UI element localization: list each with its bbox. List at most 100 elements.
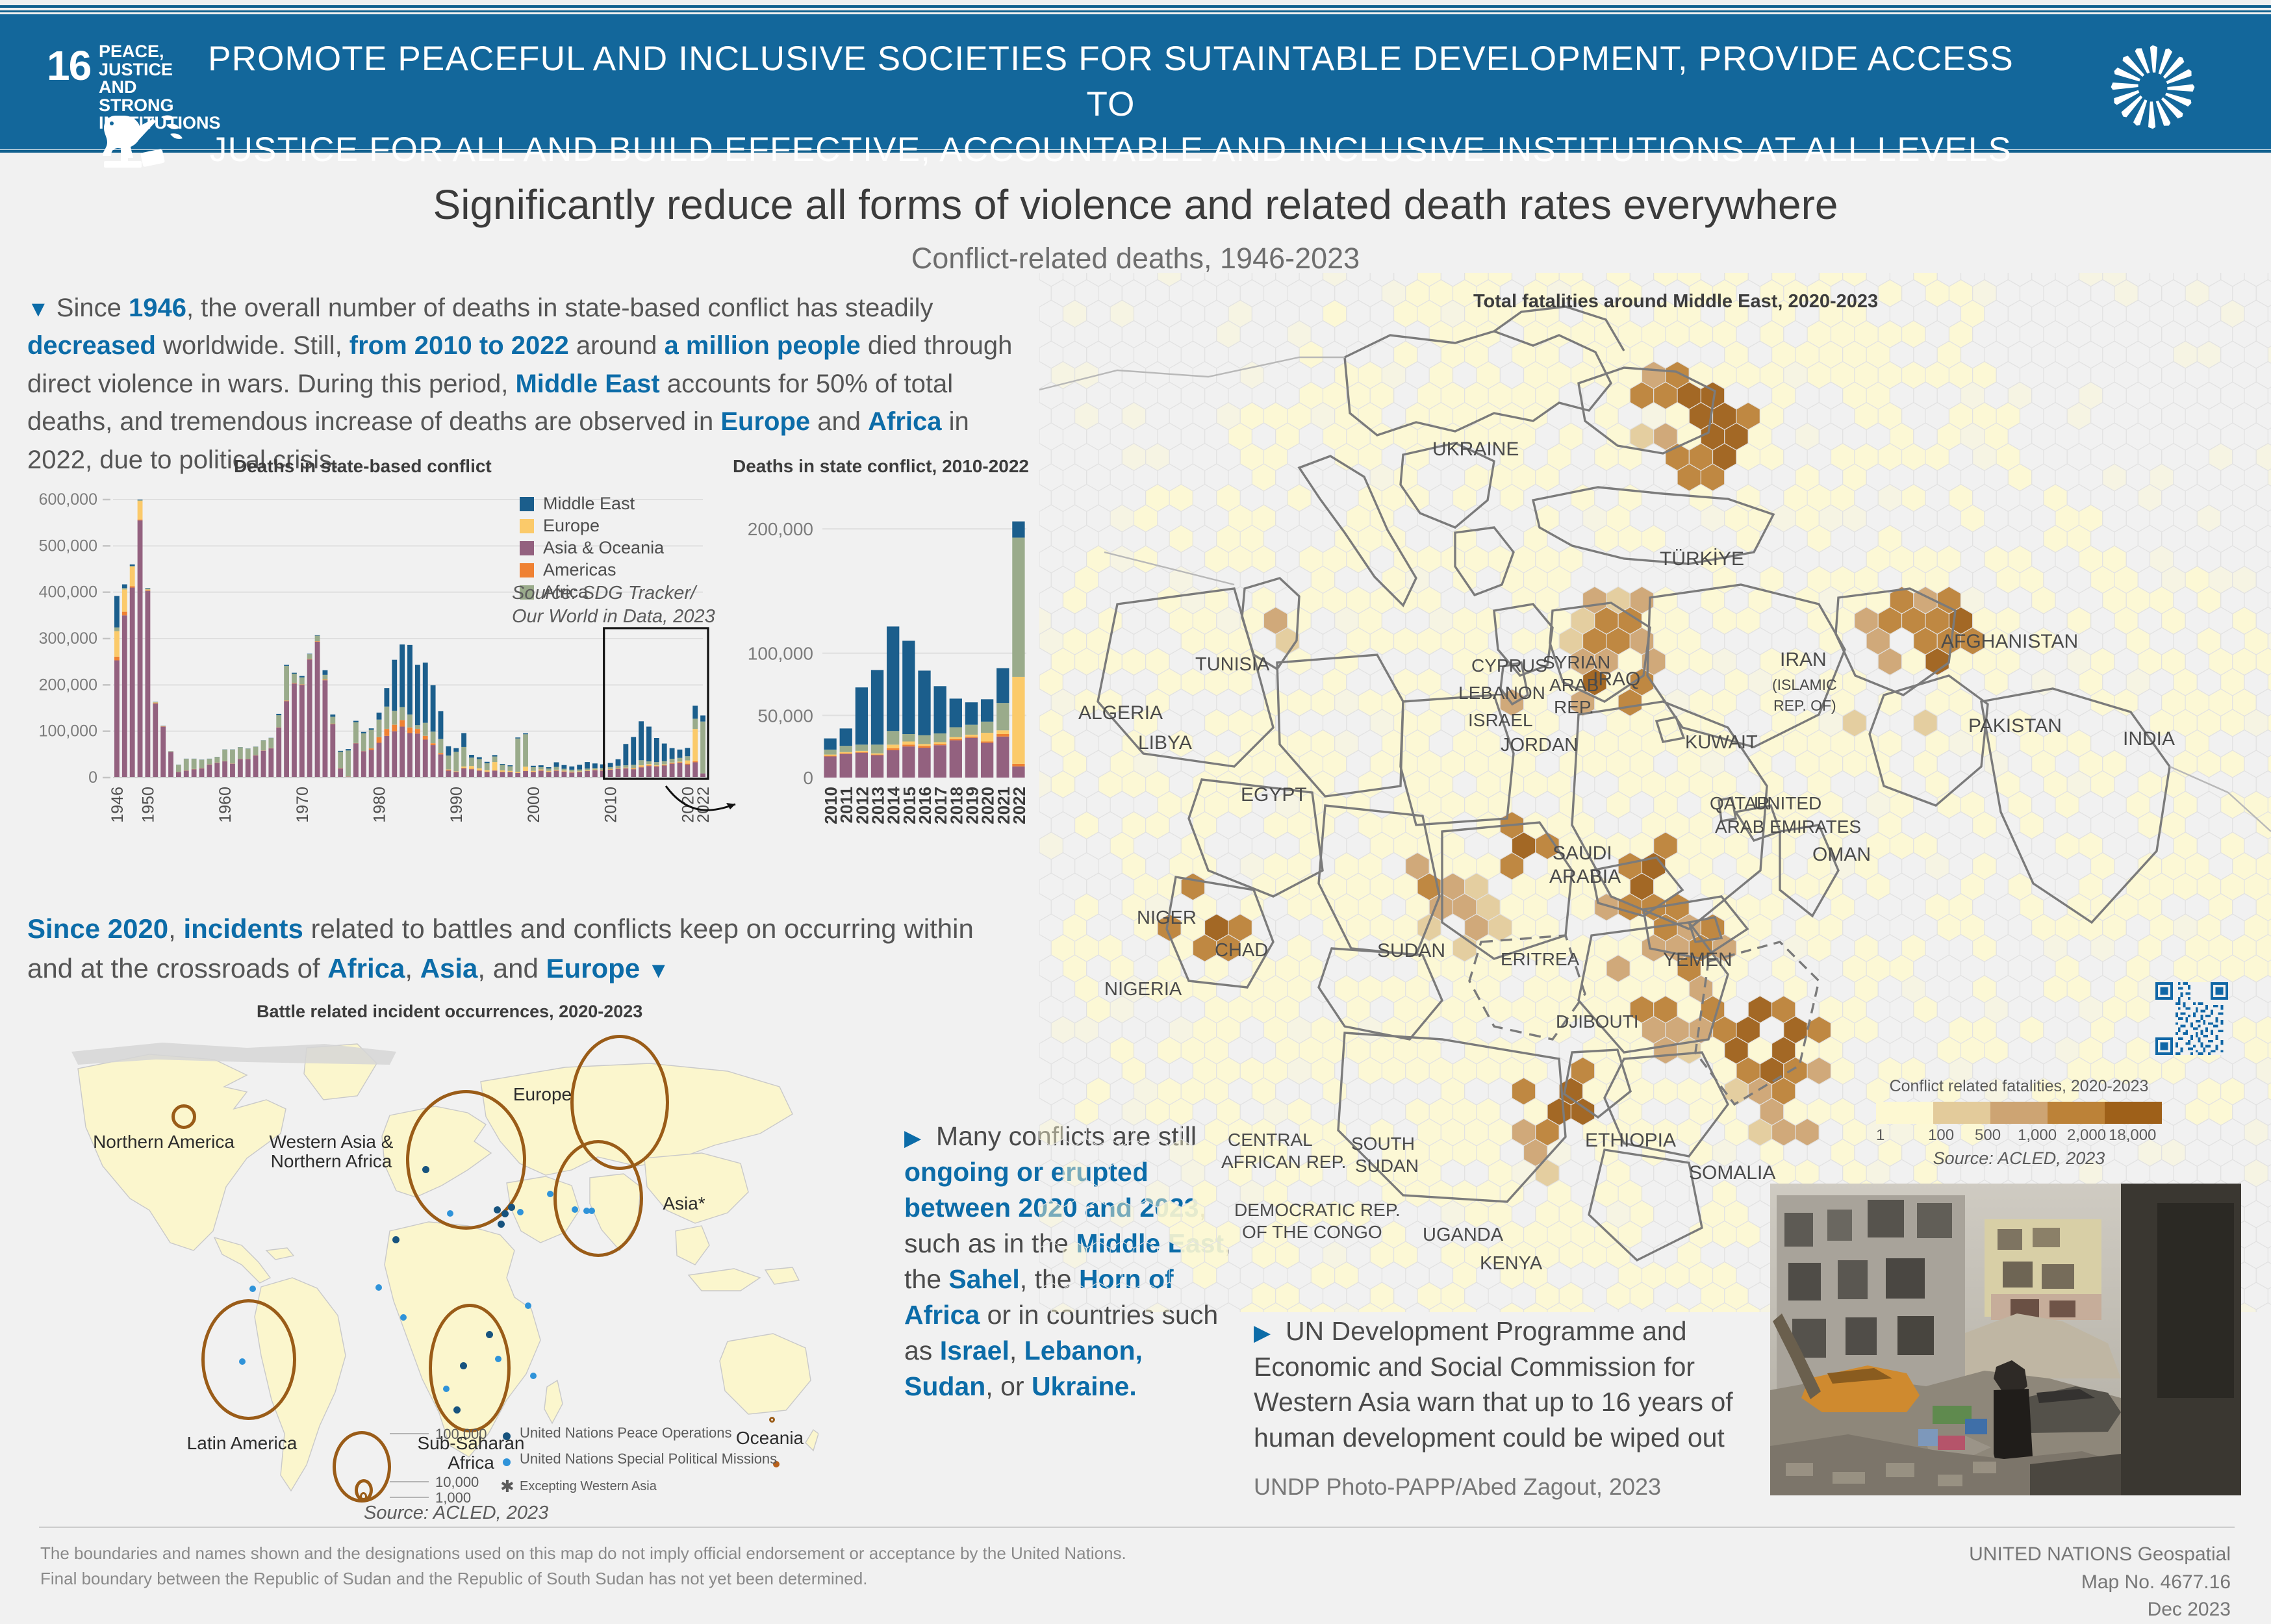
chart1-bar-segment	[554, 762, 559, 767]
hex-cell	[1158, 300, 1181, 327]
hex-cell	[1358, 280, 1382, 307]
hex-cell	[1134, 587, 1158, 614]
chart1-bar-segment	[507, 765, 513, 766]
hex-cell	[1193, 444, 1216, 471]
hex-cell	[1193, 485, 1216, 512]
hex-cell	[2091, 321, 2114, 348]
hex-cell	[1039, 873, 1063, 900]
chart1-bar-segment	[238, 759, 243, 778]
chart2-bar-segment	[887, 731, 899, 744]
chart1-bar-segment	[184, 770, 189, 778]
chart2-ytick: 200,000	[748, 519, 813, 539]
chart1-bar-segment	[500, 770, 505, 772]
chart1-ytick: 400,000	[39, 583, 97, 602]
chart1-bar-segment	[678, 761, 683, 762]
chart1-bar-segment	[423, 740, 428, 778]
chart2-bar-segment	[950, 727, 962, 737]
chart1-bar-segment	[392, 731, 397, 778]
chart1-bar-segment	[353, 743, 359, 778]
hex-cell	[1051, 526, 1074, 553]
chart2-bar-segment	[950, 698, 962, 727]
dot-peace-operation	[494, 1206, 501, 1213]
hex-cell	[1039, 464, 1063, 491]
memap-label-t-rki-ye: TÜRKİYE	[1660, 549, 1744, 570]
chart2-bar-segment	[856, 751, 868, 752]
hex-cell	[2138, 280, 2161, 307]
memap-label-uganda: UGANDA	[1423, 1225, 1503, 1245]
map-legend-tick-1000: 1,000	[2018, 1126, 2057, 1145]
chart1-bar-segment	[577, 771, 582, 772]
chart1-bar-segment	[685, 764, 690, 765]
hex-cell	[1902, 485, 1925, 512]
memap-label-djibouti: DJIBOUTI	[1556, 1012, 1639, 1031]
qr-code-icon[interactable]	[2155, 982, 2228, 1055]
memap-label-arab-emirates: ARAB EMIRATES	[1715, 817, 1861, 836]
memap-label-iran: IRAN	[1780, 650, 1827, 670]
hex-cell	[2008, 955, 2031, 982]
chart1-bar-segment	[160, 727, 166, 778]
chart1-bar-segment	[523, 733, 528, 734]
hex-cell	[1075, 853, 1098, 880]
hex-cell	[1902, 321, 1925, 348]
intro-paragraph: ▼ Since 1946, the overall number of deat…	[27, 289, 1015, 479]
hex-cell	[2138, 403, 2161, 430]
chart1-bar-segment	[469, 755, 474, 757]
hex-cell	[1937, 955, 1960, 982]
chart2-bar-segment	[981, 733, 993, 741]
sdg-goal-badge: 16 PEACE, JUSTICE AND STRONG INSTITUTION…	[40, 40, 216, 144]
hex-cell	[1039, 526, 1051, 553]
ellipse-asia	[553, 1140, 643, 1257]
memap-label-cyprus: CYPRUS	[1471, 656, 1547, 675]
chart1-bar-segment	[176, 765, 181, 772]
hex-cell	[1500, 1303, 1523, 1313]
chart1-xtick: 1990	[448, 787, 466, 823]
hex-cell	[2268, 1241, 2271, 1269]
chart2-bar-segment	[933, 744, 946, 745]
hex-cell	[2138, 321, 2161, 348]
hex-cell	[2268, 1200, 2271, 1228]
memap-label-niger: NIGER	[1137, 908, 1197, 928]
hex-cell	[2020, 280, 2044, 307]
chart2-bar-segment	[996, 734, 1009, 737]
chart2-bar-segment	[933, 733, 946, 742]
hex-cell	[2256, 444, 2271, 471]
map-legend-tick-2000: 2,000	[2067, 1126, 2106, 1145]
memap-label-eritrea: ERITREA	[1501, 950, 1579, 969]
chart2-bar-segment	[965, 702, 978, 724]
chart1-bar-segment	[492, 755, 498, 756]
dot-peace-operation	[486, 1331, 493, 1338]
chart2-bar-segment	[902, 734, 915, 741]
chart1-bar-segment	[361, 751, 366, 778]
chart1-bar-segment	[577, 770, 582, 772]
hex-cell	[1063, 300, 1086, 327]
chart2-bar-segment	[902, 744, 915, 746]
hex-cell	[1193, 362, 1216, 389]
chart1-bar-segment	[561, 768, 566, 770]
memap-label-african-rep: AFRICAN REP.	[1221, 1152, 1346, 1171]
chart1-bar-segment	[392, 725, 397, 731]
chart1-bar-segment	[477, 757, 482, 759]
chart1-bar-segment	[431, 743, 436, 745]
hex-cell	[1110, 300, 1134, 327]
hex-cell	[1169, 1303, 1193, 1313]
chart1-bar-segment	[646, 764, 652, 765]
chart1-ytick: 300,000	[39, 629, 97, 648]
hex-cell	[2114, 403, 2138, 430]
chart1-bar-segment	[662, 744, 667, 761]
hex-cell	[1240, 362, 1263, 389]
hex-cell	[2162, 403, 2185, 430]
hex-cell	[1039, 1303, 1051, 1313]
hex-cell	[2221, 273, 2244, 286]
hex-cell	[2032, 273, 2055, 286]
chart2-bar-segment	[918, 670, 930, 735]
memap-label-lebanon: LEBANON	[1458, 683, 1545, 702]
chart2-bar-segment	[918, 744, 930, 746]
hex-cell	[2103, 464, 2126, 491]
zoom-connector-arrow	[663, 767, 747, 825]
chart2-bar-segment	[840, 754, 852, 778]
memap-label-islamic: (ISLAMIC	[1772, 677, 1837, 692]
legend-color-1	[1876, 1102, 1933, 1124]
chart1-bar-segment	[114, 628, 120, 631]
hex-cell	[1949, 976, 1972, 1003]
triangle-down-icon-2: ▼	[648, 958, 670, 983]
